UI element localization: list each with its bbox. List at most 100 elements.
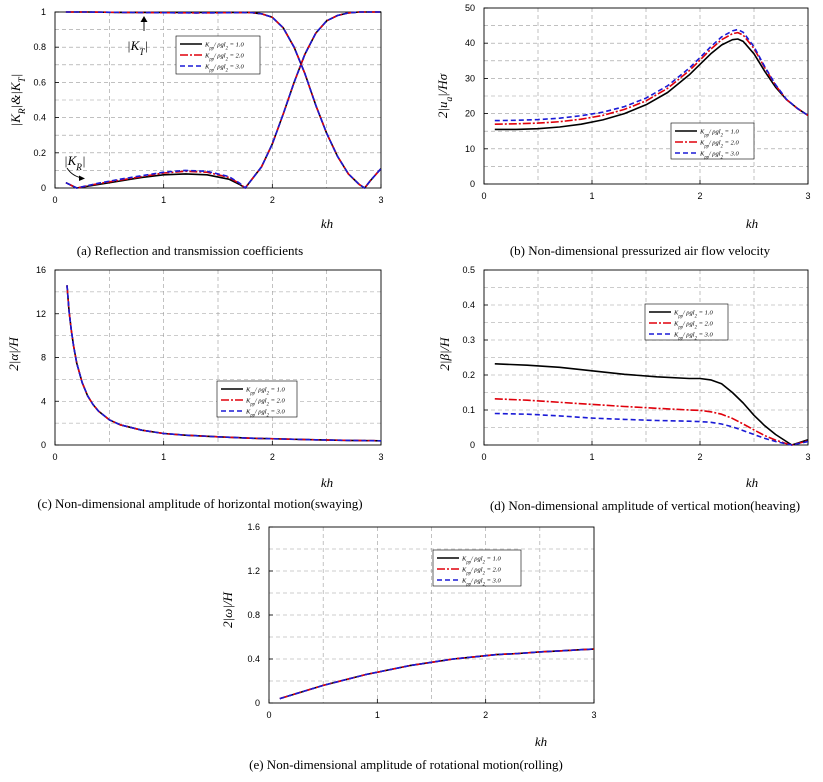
x-tick-label: 0 — [266, 710, 271, 720]
legend-label: Kpp/ ρgl2 = 3.0 — [245, 408, 285, 418]
y-tick-label: 0.4 — [247, 654, 260, 664]
y-tick-label: 0 — [470, 440, 475, 450]
y-tick-label: 0 — [41, 183, 46, 193]
legend-label: Kpp/ ρgl2 = 1.0 — [461, 555, 501, 565]
y-tick-label: 0.3 — [462, 335, 475, 345]
x-tick-label: 3 — [805, 191, 810, 201]
y-tick-label: 0.4 — [33, 113, 46, 123]
legend-label: Kpp/ ρgl2 = 3.0 — [204, 63, 244, 73]
annotation-arrowhead-kr — [79, 175, 85, 181]
x-tick-label: 1 — [589, 452, 594, 462]
x-tick-label: 3 — [805, 452, 810, 462]
x-tick-label: 2 — [270, 452, 275, 462]
y-tick-label: 0.5 — [462, 265, 475, 275]
y-tick-label: 50 — [465, 3, 475, 13]
legend-label: Kpp/ ρgl2 = 2.0 — [204, 52, 244, 62]
y-tick-label: 1.2 — [247, 566, 260, 576]
series-line — [494, 38, 808, 131]
series-line — [279, 648, 594, 700]
legend-label: Kpp/ ρgl2 = 3.0 — [699, 150, 739, 160]
y-tick-label: 10 — [465, 144, 475, 154]
x-axis-label: kh — [746, 216, 758, 231]
y-tick-label: 0.6 — [33, 77, 46, 87]
series-group — [279, 648, 594, 700]
y-tick-label: 0.2 — [462, 370, 475, 380]
y-tick-label: 0.8 — [33, 42, 46, 52]
legend-label: Kpp/ ρgl2 = 1.0 — [245, 386, 285, 396]
legend-label: Kpp/ ρgl2 = 3.0 — [673, 331, 713, 341]
y-tick-label: 0 — [41, 440, 46, 450]
chart-panel-d: 0 1 2 3 0 0.1 0.2 0.3 0.4 0.5 kh 2|β|/H Kpp/ ρgl2 = … — [437, 265, 811, 513]
y-tick-label: 0 — [470, 179, 475, 189]
x-tick-label: 2 — [483, 710, 488, 720]
y-tick-label: 8 — [41, 353, 46, 363]
x-tick-label: 2 — [270, 195, 275, 205]
y-tick-label: 0 — [255, 698, 260, 708]
legend-label: Kpp/ ρgl2 = 1.0 — [673, 309, 713, 319]
legend-label: Kpp/ ρgl2 = 2.0 — [461, 566, 501, 576]
legend-label: Kpp/ ρgl2 = 2.0 — [699, 139, 739, 149]
series-line — [494, 398, 808, 446]
y-axis-label: |KR|&|KT| — [8, 74, 28, 127]
chart-caption: (d) Non-dimensional amplitude of vertica… — [490, 498, 800, 513]
legend-label: Kpp/ ρgl2 = 1.0 — [699, 128, 739, 138]
series-line — [494, 363, 808, 446]
grid-lines — [55, 270, 381, 445]
series-line — [279, 648, 594, 700]
series-line — [66, 285, 381, 442]
grid-lines — [269, 527, 594, 703]
x-tick-label: 2 — [697, 452, 702, 462]
series-line — [65, 11, 381, 189]
y-tick-label: 1 — [41, 7, 46, 17]
annotation-arrowhead-kt — [140, 16, 148, 22]
y-axis-label: 2|ω|/H — [220, 591, 235, 627]
x-tick-label: 0 — [481, 191, 486, 201]
x-axis-label: kh — [321, 216, 333, 231]
grid-lines — [484, 270, 808, 445]
y-tick-label: 0.1 — [462, 405, 475, 415]
x-axis-label: kh — [321, 475, 333, 490]
series-line — [494, 31, 808, 125]
annotation-kr: |KR| — [64, 153, 86, 173]
y-axis-label: 2|ua|/Hσ — [435, 73, 455, 118]
x-tick-label: 3 — [378, 452, 383, 462]
x-tick-label: 3 — [591, 710, 596, 720]
y-axis-label: 2|β|/H — [437, 337, 452, 371]
legend-label: Kpp/ ρgl2 = 3.0 — [461, 577, 501, 587]
legend-label: Kpp/ ρgl2 = 2.0 — [245, 397, 285, 407]
y-tick-label: 0.4 — [462, 300, 475, 310]
series-line — [66, 285, 381, 442]
legend-label: Kpp/ ρgl2 = 1.0 — [204, 41, 244, 51]
x-tick-label: 1 — [589, 191, 594, 201]
series-line — [494, 412, 808, 446]
x-tick-label: 0 — [481, 452, 486, 462]
y-tick-label: 16 — [36, 265, 46, 275]
x-tick-label: 1 — [375, 710, 380, 720]
legend-label: Kpp/ ρgl2 = 2.0 — [673, 320, 713, 330]
chart-caption: (b) Non-dimensional pressurized air flow… — [510, 243, 771, 258]
y-tick-label: 0.8 — [247, 610, 260, 620]
x-tick-label: 3 — [378, 195, 383, 205]
series-line — [494, 28, 808, 122]
x-axis-label: kh — [746, 475, 758, 490]
chart-caption: (a) Reflection and transmission coeffici… — [77, 243, 303, 258]
y-tick-label: 20 — [465, 109, 475, 119]
x-tick-label: 0 — [52, 452, 57, 462]
y-tick-label: 12 — [36, 309, 46, 319]
series-group — [66, 285, 381, 442]
series-group — [65, 11, 381, 189]
series-line — [279, 648, 594, 700]
chart-panel-e: 0 1 2 3 0 0.4 0.8 1.2 1.6 kh 2|ω|/H Kpp/ ρgl2 = 1.0… — [220, 522, 597, 772]
chart-panel-a: 0 1 2 3 0 0.2 0.4 0.6 0.8 1 kh |KR|&|KT| Kpp/ ρgl2 =… — [8, 7, 384, 258]
annotation-kt: |KT| — [127, 38, 148, 58]
x-tick-label: 2 — [697, 191, 702, 201]
series-group — [494, 28, 808, 131]
chart-caption: (e) Non-dimensional amplitude of rotatio… — [249, 757, 563, 772]
